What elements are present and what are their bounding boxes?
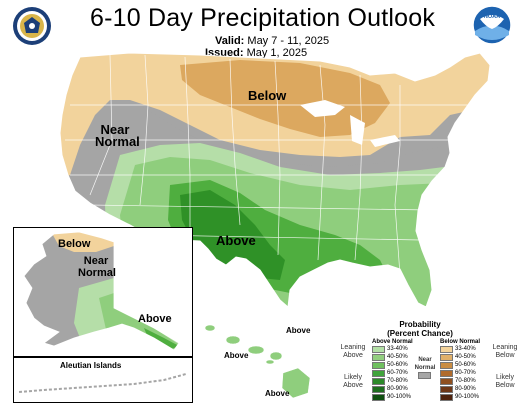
label-below-conus: Below [248,88,287,103]
doc-seal-logo [13,7,51,45]
swatch-above-5 [372,378,385,385]
valid-label: Valid: [215,35,245,47]
swatch-above-3 [372,362,385,369]
swatch-near-normal [418,372,431,379]
legend-leaning-below: Leaning Below [492,344,518,359]
swatch-below-7 [440,394,453,401]
label-near-line1: Near [100,122,130,137]
label-hawaii-above-1: Above [286,326,311,335]
alaska-inset [13,227,193,357]
swatch-above-7 [372,394,385,401]
swatch-above-1 [372,346,385,353]
label-aleutian: Aleutian Islands [60,361,122,370]
legend-near-normal-label: Near Normal [414,357,436,371]
swatch-above-2 [372,354,385,361]
hawaii-map [204,324,311,399]
valid-value: May 7 - 11, 2025 [247,35,330,47]
swatch-below-6 [440,386,453,393]
swatch-below-1 [440,346,453,353]
legend-likely-below: Likely Below [495,374,515,389]
valid-line: Valid: May 7 - 11, 2025 [215,35,329,48]
label-near-normal-conus: Near Normal [95,122,140,149]
great-lakes [300,100,345,117]
label-above-conus: Above [216,233,256,248]
label-alaska-below: Below [58,238,91,250]
label-near-line2: Normal [95,134,140,149]
legend-title: Probability (Percent Chance) [387,320,453,338]
swatch-below-2 [440,354,453,361]
legend-above-head: Above Normal [372,339,413,345]
state-boundaries [65,54,480,276]
label-alaska-near: Near Normal [78,255,116,279]
swatch-below-5 [440,378,453,385]
issued-value: May 1, 2025 [246,47,308,59]
alaska-map [23,231,180,351]
svg-text:NOAA: NOAA [484,14,500,20]
above-60-region [180,190,285,280]
legend-below-head: Below Normal [440,339,481,345]
aleutian-inset [13,357,193,403]
swatch-above-4 [372,370,385,377]
swatch-below-3 [440,362,453,369]
legend-likely-above: Likely Above [343,374,363,389]
aleutian-chain [18,373,187,393]
below-mid-region [180,60,390,137]
swatch-above-6 [372,386,385,393]
label-hawaii-above-2: Above [224,351,249,360]
conus-map [59,52,491,308]
label-hawaii-above-3: Above [265,389,290,398]
swatch-below-4 [440,370,453,377]
page-title: 6-10 Day Precipitation Outlook [89,4,436,32]
label-alaska-above: Above [138,313,172,325]
noaa-logo: NOAA [472,5,512,45]
legend-leaning-above: Leaning Above [340,344,366,359]
